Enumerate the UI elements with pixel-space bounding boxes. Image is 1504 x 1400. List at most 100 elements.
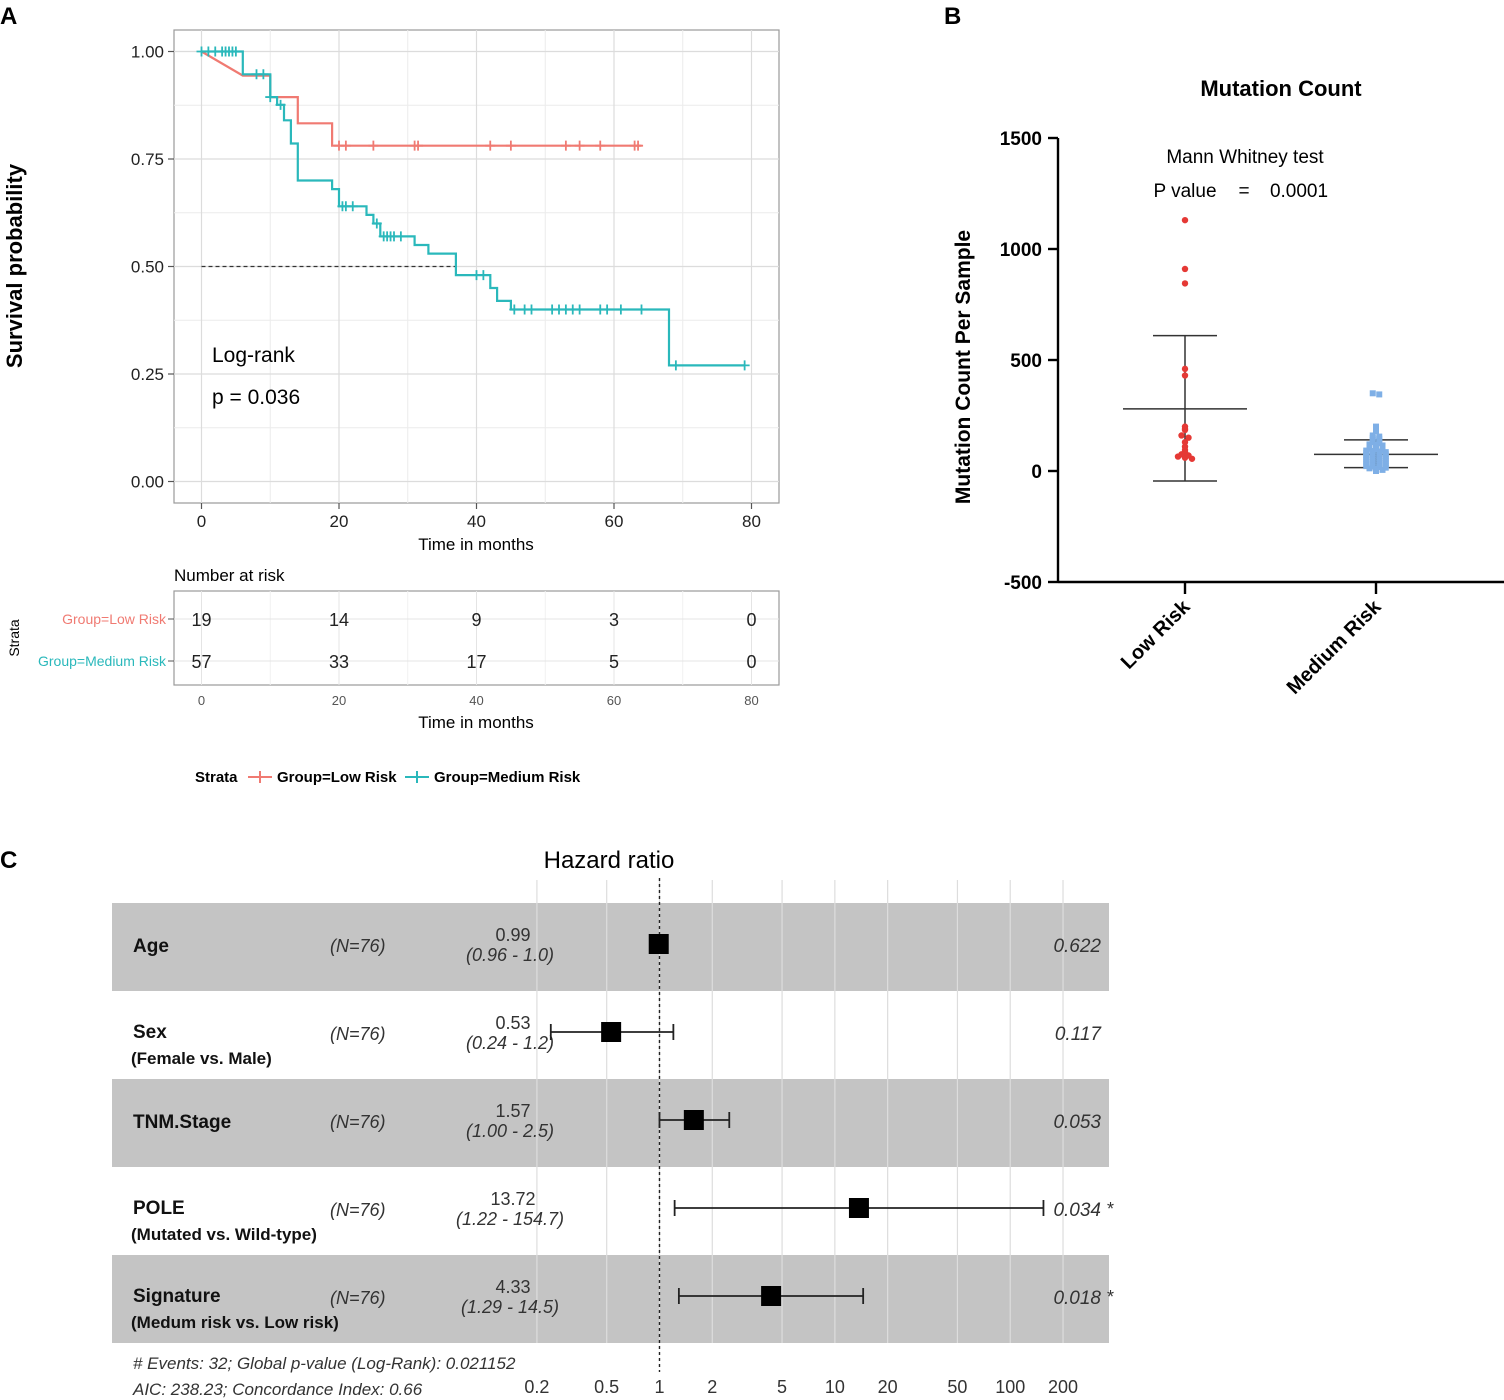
mutation-point-medium-risk — [1376, 448, 1383, 455]
forest-row-n: (N=76) — [330, 1200, 386, 1220]
mutation-point-medium-risk — [1376, 391, 1383, 398]
mutation-point-medium-risk — [1379, 466, 1386, 473]
forest-x-tick-label: 10 — [825, 1377, 845, 1397]
forest-row-hr: 1.57 — [495, 1101, 530, 1121]
mutation-x-tick-label: Medium Risk — [1283, 595, 1386, 698]
forest-row-sublabel: (Medum risk vs. Low risk) — [131, 1313, 339, 1332]
forest-x-tick-label: 50 — [947, 1377, 967, 1397]
mutation-y-axis-title: Mutation Count Per Sample — [952, 230, 975, 504]
km-x-tick-label: 60 — [605, 512, 624, 531]
risk-count: 33 — [329, 652, 349, 672]
forest-row-ci: (0.96 - 1.0) — [466, 945, 554, 965]
panel-label-c: C — [0, 847, 17, 874]
mutation-y-tick-label: 1000 — [1000, 240, 1042, 261]
mutation-y-tick-label: 0 — [1031, 462, 1042, 483]
risk-count: 19 — [191, 610, 211, 630]
forest-row-shading — [112, 903, 1109, 991]
mutation-point-low-risk — [1181, 365, 1189, 373]
mutation-point-medium-risk — [1376, 433, 1383, 440]
km-censor-mark-medium-risk — [615, 304, 626, 315]
km-x-axis-title: Time in months — [418, 535, 534, 554]
risk-count: 9 — [471, 610, 481, 630]
mutation-title: Mutation Count — [1200, 76, 1362, 101]
risk-count: 14 — [329, 610, 349, 630]
km-censor-mark-medium-risk — [636, 304, 647, 315]
km-censor-mark-medium-risk — [265, 92, 276, 103]
mutation-point-medium-risk — [1373, 441, 1379, 448]
forest-title: Hazard ratio — [544, 847, 675, 874]
forest-x-tick-label: 2 — [707, 1377, 717, 1397]
forest-row-ci: (1.00 - 2.5) — [466, 1121, 554, 1141]
risk-x-tick-label: 40 — [469, 693, 483, 708]
mutation-y-tick-label: -500 — [1004, 573, 1042, 594]
km-x-tick-label: 0 — [197, 512, 206, 531]
km-censor-mark-low-risk — [485, 140, 496, 151]
forest-row-label: POLE — [133, 1198, 185, 1219]
forest-row-pvalue: 0.018 — [1053, 1288, 1101, 1309]
forest-point-estimate — [848, 1198, 869, 1218]
forest-row-hr: 4.33 — [495, 1277, 530, 1297]
km-censor-mark-medium-risk — [478, 270, 489, 281]
risk-count: 17 — [466, 652, 486, 672]
risk-x-tick-label: 20 — [332, 693, 346, 708]
risk-count: 0 — [746, 610, 756, 630]
km-curve-low-risk — [200, 50, 642, 147]
panel-label-b: B — [944, 3, 961, 30]
forest-row-sublabel: (Female vs. Male) — [131, 1049, 272, 1068]
km-y-tick-label: 1.00 — [131, 43, 164, 62]
km-censor-mark-medium-risk — [602, 304, 613, 315]
risk-strata-label: Strata — [6, 619, 22, 657]
mutation-p-value: 0.0001 — [1270, 181, 1328, 202]
km-censor-mark-medium-risk — [258, 69, 269, 80]
km-censor-mark-low-risk — [505, 140, 516, 151]
forest-row-pvalue: 0.117 — [1055, 1024, 1103, 1045]
risk-row-label: Group=Low Risk — [62, 611, 167, 627]
km-annotation-logrank: Log-rank — [212, 344, 295, 367]
forest-x-tick-label: 200 — [1048, 1377, 1078, 1397]
mutation-point-low-risk — [1181, 216, 1189, 224]
forest-footer-aic: AIC: 238.23; Concordance Index: 0.66 — [132, 1380, 423, 1399]
km-x-tick-label: 40 — [467, 512, 486, 531]
forest-row-pvalue: 0.053 — [1053, 1112, 1101, 1133]
km-censor-mark-low-risk — [368, 140, 379, 151]
forest-row-hr: 0.53 — [495, 1013, 530, 1033]
legend-title: Strata — [195, 769, 238, 786]
legend-medium-risk-label: Group=Medium Risk — [434, 769, 581, 786]
km-plot: 0 20 40 60 80 0.00 0.25 0.50 0.75 1.00 Log-rank p… — [2, 29, 780, 554]
km-censor-mark-low-risk — [595, 140, 606, 151]
mutation-point-medium-risk — [1369, 432, 1376, 439]
forest-footer-events: # Events: 32; Global p-value (Log-Rank):… — [133, 1354, 516, 1373]
mutation-point-low-risk — [1178, 432, 1185, 439]
mutation-point-low-risk — [1181, 372, 1189, 379]
mutation-point-low-risk — [1185, 434, 1192, 441]
km-annotation-pvalue: p = 0.036 — [212, 386, 300, 409]
km-censor-mark-low-risk — [340, 140, 351, 151]
forest-x-tick-label: 20 — [878, 1377, 898, 1397]
forest-point-estimate — [683, 1110, 704, 1130]
forest-x-tick-label: 0.2 — [524, 1377, 549, 1397]
km-censor-mark-medium-risk — [670, 360, 681, 371]
forest-row-shading — [112, 1079, 1109, 1167]
km-y-tick-label: 0.50 — [131, 258, 164, 277]
km-y-tick-label: 0.75 — [131, 150, 164, 169]
forest-row-ci: (1.22 - 154.7) — [456, 1209, 564, 1229]
mutation-x-tick-label: Low Risk — [1117, 595, 1195, 673]
mutation-point-low-risk — [1181, 265, 1189, 273]
risk-table-title: Number at risk — [174, 566, 285, 585]
mutation-plot: Mutation Count Mann Whitney test P value… — [952, 76, 1504, 699]
mutation-point-medium-risk — [1369, 390, 1376, 397]
mutation-point-medium-risk — [1363, 447, 1370, 454]
forest-x-tick-label: 5 — [777, 1377, 787, 1397]
km-censor-mark-medium-risk — [509, 304, 520, 315]
panel-label-a: A — [0, 3, 17, 30]
km-censor-mark-medium-risk — [371, 218, 382, 229]
forest-x-tick-label: 1 — [654, 1377, 664, 1397]
km-censor-mark-medium-risk — [739, 360, 750, 371]
mutation-point-medium-risk — [1373, 423, 1379, 430]
forest-x-tick-label: 100 — [995, 1377, 1025, 1397]
km-censor-mark-medium-risk — [526, 304, 537, 315]
risk-row-label: Group=Medium Risk — [38, 653, 167, 669]
forest-row-pvalue: 0.622 — [1053, 936, 1101, 957]
forest-point-estimate — [648, 934, 669, 954]
